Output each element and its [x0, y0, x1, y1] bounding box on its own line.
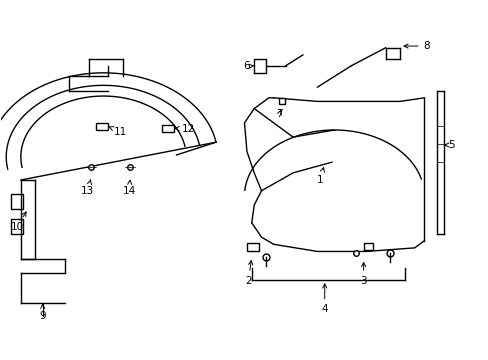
Bar: [246, 243, 259, 251]
Bar: [11, 194, 23, 208]
Text: 8: 8: [403, 41, 429, 51]
Text: 11: 11: [108, 126, 127, 137]
Text: 1: 1: [316, 168, 324, 185]
Text: 7: 7: [276, 109, 282, 119]
Text: 13: 13: [81, 180, 94, 196]
Bar: [96, 123, 108, 130]
Text: 10: 10: [10, 212, 26, 232]
Text: 4: 4: [321, 284, 327, 314]
Text: 14: 14: [122, 180, 136, 197]
Bar: [363, 243, 372, 249]
Text: 6: 6: [243, 62, 253, 71]
Text: 5: 5: [444, 140, 453, 150]
Bar: [11, 219, 23, 234]
Text: 3: 3: [360, 262, 366, 286]
Text: 12: 12: [175, 124, 195, 134]
Bar: [162, 125, 174, 132]
Text: 9: 9: [40, 304, 46, 321]
Text: 2: 2: [244, 261, 252, 286]
